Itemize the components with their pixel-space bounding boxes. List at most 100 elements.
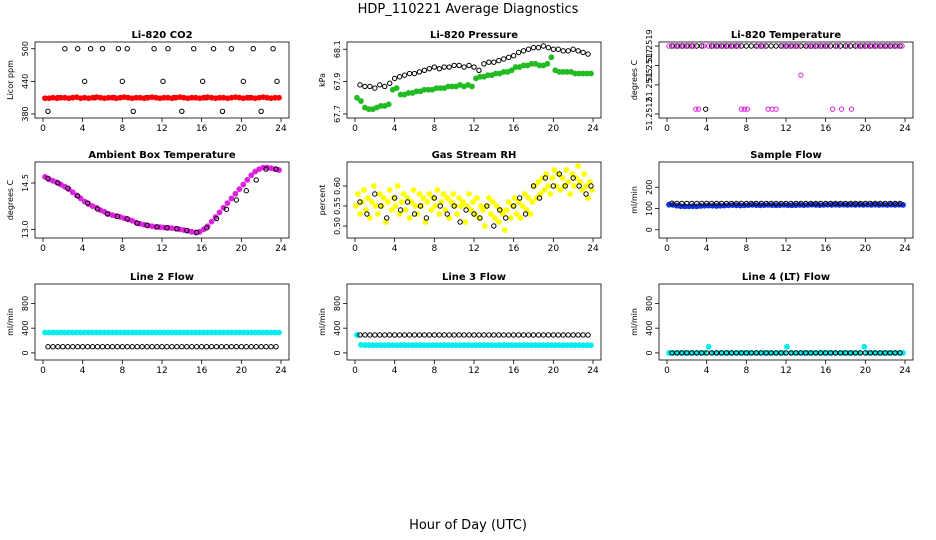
y-tick-label: 0 xyxy=(333,350,342,355)
data-point xyxy=(793,350,799,356)
data-point xyxy=(84,344,91,350)
data-point xyxy=(406,332,413,338)
data-point xyxy=(733,200,740,207)
data-point xyxy=(735,43,742,49)
data-point xyxy=(179,108,185,114)
data-point xyxy=(733,350,740,356)
data-point xyxy=(115,46,122,52)
x-tick-label: 12 xyxy=(156,244,167,254)
panel-li820-co2: Li-820 CO2 0 4 8 12 16 20 24 380 440 500 Licor ppm xyxy=(0,28,312,146)
y-tick-label: 200 xyxy=(645,180,654,195)
data-point xyxy=(818,43,824,49)
data-point xyxy=(669,200,675,206)
data-point xyxy=(694,43,700,49)
data-point xyxy=(392,203,399,209)
data-point xyxy=(130,108,136,114)
data-point xyxy=(684,200,690,207)
y-tick-label: 0 xyxy=(645,350,654,355)
data-point xyxy=(877,350,883,356)
data-point xyxy=(410,187,417,193)
data-point xyxy=(847,200,854,207)
x-tick-label: 20 xyxy=(548,244,560,254)
data-point xyxy=(223,344,230,350)
panel-sample-flow: Sample Flow 0 4 8 12 16 20 24 0 100 200 ml/min xyxy=(624,148,936,266)
data-point xyxy=(537,191,544,197)
x-tick-label: 8 xyxy=(743,124,749,134)
y-axis-label: degrees C xyxy=(630,59,639,100)
plot-frame xyxy=(34,41,290,119)
x-tick-label: 12 xyxy=(468,244,479,254)
data-point xyxy=(793,43,799,49)
data-point xyxy=(788,200,794,207)
data-point xyxy=(550,46,557,52)
x-tick-label: 4 xyxy=(704,244,710,254)
data-point xyxy=(588,70,594,77)
data-point xyxy=(441,64,447,70)
data-point xyxy=(491,223,497,229)
x-tick-label: 0 xyxy=(40,366,46,376)
data-point xyxy=(428,207,435,213)
data-point xyxy=(149,344,155,350)
data-point xyxy=(702,106,709,112)
x-tick-label: 20 xyxy=(860,244,872,254)
data-point xyxy=(469,83,475,90)
data-point xyxy=(368,199,375,205)
data-point xyxy=(877,43,883,49)
y-axis-label: kPa xyxy=(318,73,327,87)
data-point xyxy=(569,171,576,177)
chart-svg: Line 4 (LT) Flow 0 4 8 12 16 20 24 0 400 800 ml/min xyxy=(630,272,914,376)
data-point xyxy=(233,344,240,350)
data-point xyxy=(827,350,834,356)
data-point xyxy=(837,200,844,207)
data-point xyxy=(723,43,730,49)
data-point xyxy=(124,216,130,222)
data-point xyxy=(503,207,510,213)
panel-li820-temperature: Li-820 Temperature 0 4 8 12 16 20 24 51.2512 51.2… xyxy=(624,28,936,146)
data-point xyxy=(730,43,737,49)
data-point xyxy=(364,211,370,217)
data-point xyxy=(744,106,751,112)
data-point xyxy=(887,43,893,49)
data-point xyxy=(424,199,431,205)
data-point xyxy=(738,350,745,356)
data-point xyxy=(114,344,121,350)
data-point xyxy=(689,200,695,207)
x-tick-label: 8 xyxy=(119,124,125,134)
data-point xyxy=(686,43,692,49)
x-tick-label: 24 xyxy=(587,124,599,134)
data-point xyxy=(743,43,750,49)
data-point xyxy=(388,207,395,213)
data-point xyxy=(491,59,497,65)
data-point xyxy=(824,43,831,49)
data-point xyxy=(448,199,455,205)
data-series xyxy=(666,343,906,356)
data-point xyxy=(768,200,774,207)
data-point xyxy=(200,226,207,233)
data-point xyxy=(705,343,712,350)
data-point xyxy=(567,191,574,197)
data-point xyxy=(679,350,685,356)
data-point xyxy=(75,46,81,52)
data-point xyxy=(516,195,523,201)
data-point xyxy=(411,70,418,77)
data-point xyxy=(511,195,518,201)
data-point xyxy=(728,200,735,207)
data-point xyxy=(589,187,595,193)
data-point xyxy=(391,75,398,82)
data-point xyxy=(493,203,500,209)
x-tick-label: 8 xyxy=(743,366,749,376)
data-point xyxy=(679,200,685,207)
data-point xyxy=(788,350,794,356)
data-point xyxy=(374,211,381,217)
data-point xyxy=(545,332,552,338)
data-point xyxy=(763,200,769,207)
data-point xyxy=(501,227,508,233)
data-point xyxy=(489,199,496,205)
data-series xyxy=(357,43,591,91)
data-point xyxy=(421,67,428,73)
x-tick-label: 4 xyxy=(80,244,86,254)
data-point xyxy=(486,332,492,338)
chart-svg: Line 3 Flow 0 4 8 12 16 20 24 0 400 800 ml/min xyxy=(318,272,602,376)
data-point xyxy=(179,344,185,350)
data-point xyxy=(544,60,551,67)
